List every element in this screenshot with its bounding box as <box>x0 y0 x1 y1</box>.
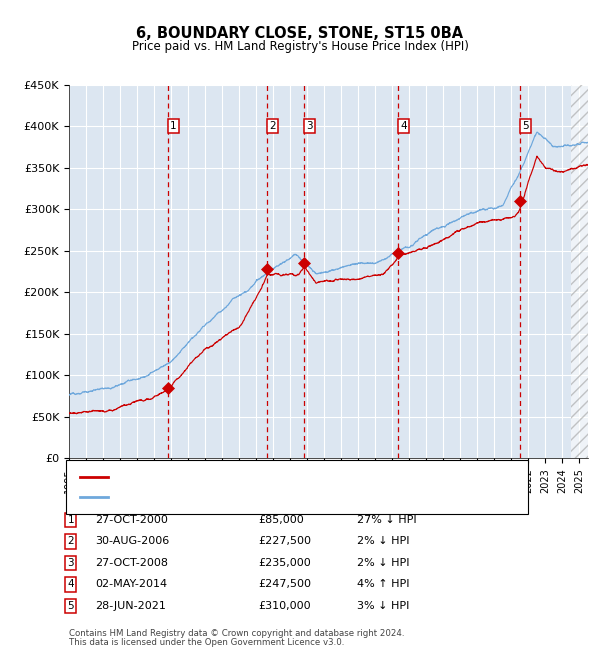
Text: Price paid vs. HM Land Registry's House Price Index (HPI): Price paid vs. HM Land Registry's House … <box>131 40 469 53</box>
Text: £85,000: £85,000 <box>258 515 304 525</box>
Text: 28-JUN-2021: 28-JUN-2021 <box>95 601 166 611</box>
Bar <box>571 84 588 458</box>
Text: 27-OCT-2008: 27-OCT-2008 <box>95 558 168 568</box>
Text: 4: 4 <box>400 121 407 131</box>
Text: 1: 1 <box>67 515 74 525</box>
Text: Contains HM Land Registry data © Crown copyright and database right 2024.: Contains HM Land Registry data © Crown c… <box>69 629 404 638</box>
Text: 6, BOUNDARY CLOSE, STONE, ST15 0BA: 6, BOUNDARY CLOSE, STONE, ST15 0BA <box>136 26 464 41</box>
Text: 4% ↑ HPI: 4% ↑ HPI <box>357 579 409 590</box>
Text: 5: 5 <box>522 121 529 131</box>
Text: 5: 5 <box>67 601 74 611</box>
Text: This data is licensed under the Open Government Licence v3.0.: This data is licensed under the Open Gov… <box>69 638 344 647</box>
Text: 3% ↓ HPI: 3% ↓ HPI <box>357 601 409 611</box>
Text: 3: 3 <box>306 121 313 131</box>
Text: 30-AUG-2006: 30-AUG-2006 <box>95 536 169 547</box>
Text: 02-MAY-2014: 02-MAY-2014 <box>95 579 167 590</box>
Text: 1: 1 <box>170 121 177 131</box>
Text: 2% ↓ HPI: 2% ↓ HPI <box>357 536 409 547</box>
Text: £310,000: £310,000 <box>258 601 311 611</box>
Text: 4: 4 <box>67 579 74 590</box>
Text: £227,500: £227,500 <box>258 536 311 547</box>
Text: £247,500: £247,500 <box>258 579 311 590</box>
Text: 3: 3 <box>67 558 74 568</box>
Text: 2: 2 <box>269 121 276 131</box>
Text: 27-OCT-2000: 27-OCT-2000 <box>95 515 167 525</box>
Text: 27% ↓ HPI: 27% ↓ HPI <box>357 515 416 525</box>
Text: HPI: Average price, detached house, Stafford: HPI: Average price, detached house, Staf… <box>113 492 347 502</box>
Text: 6, BOUNDARY CLOSE, STONE, ST15 0BA (detached house): 6, BOUNDARY CLOSE, STONE, ST15 0BA (deta… <box>113 471 415 482</box>
Text: £235,000: £235,000 <box>258 558 311 568</box>
Text: 2% ↓ HPI: 2% ↓ HPI <box>357 558 409 568</box>
Text: 2: 2 <box>67 536 74 547</box>
